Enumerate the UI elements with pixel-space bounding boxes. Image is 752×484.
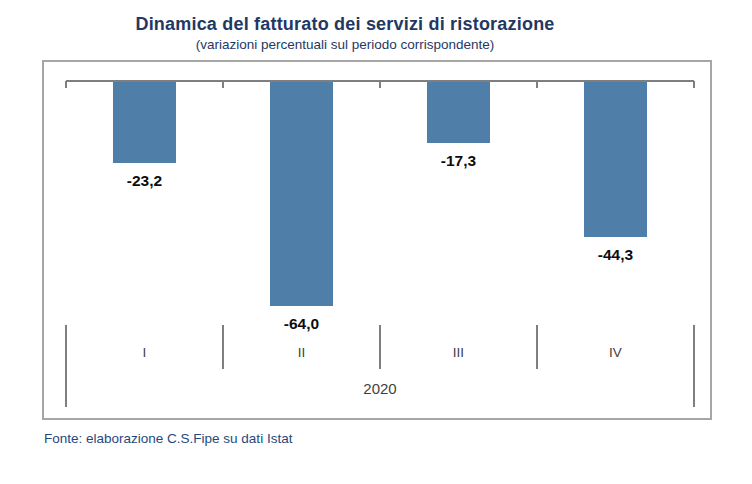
- chart-title: Dinamica del fatturato dei servizi di ri…: [0, 14, 690, 35]
- value-label: -64,0: [257, 315, 347, 333]
- category-label: I: [85, 345, 205, 360]
- chart-subtitle: (variazioni percentuali sul periodo corr…: [0, 37, 690, 52]
- value-label: -44,3: [571, 246, 661, 264]
- bar: [584, 82, 647, 237]
- axis-tick: [222, 81, 224, 88]
- category-label: II: [242, 345, 362, 360]
- axis-tick: [379, 81, 381, 88]
- axis-tick: [536, 81, 538, 88]
- year-label: 2020: [66, 380, 694, 397]
- axis-tick: [693, 81, 695, 88]
- category-label: III: [399, 345, 519, 360]
- category-separator: [536, 325, 538, 369]
- value-label: -23,2: [100, 172, 190, 190]
- category-separator: [379, 325, 381, 369]
- bar: [113, 82, 176, 163]
- category-label: IV: [556, 345, 676, 360]
- bar: [427, 82, 490, 143]
- source-note: Fonte: elaborazione C.S.Fipe su dati Ist…: [44, 431, 292, 446]
- bar: [270, 82, 333, 306]
- value-label: -17,3: [414, 152, 504, 170]
- chart-frame: -23,2-64,0-17,3-44,3 IIIIIIIV 2020: [42, 60, 712, 420]
- category-separator: [222, 325, 224, 369]
- axis-tick: [65, 81, 67, 88]
